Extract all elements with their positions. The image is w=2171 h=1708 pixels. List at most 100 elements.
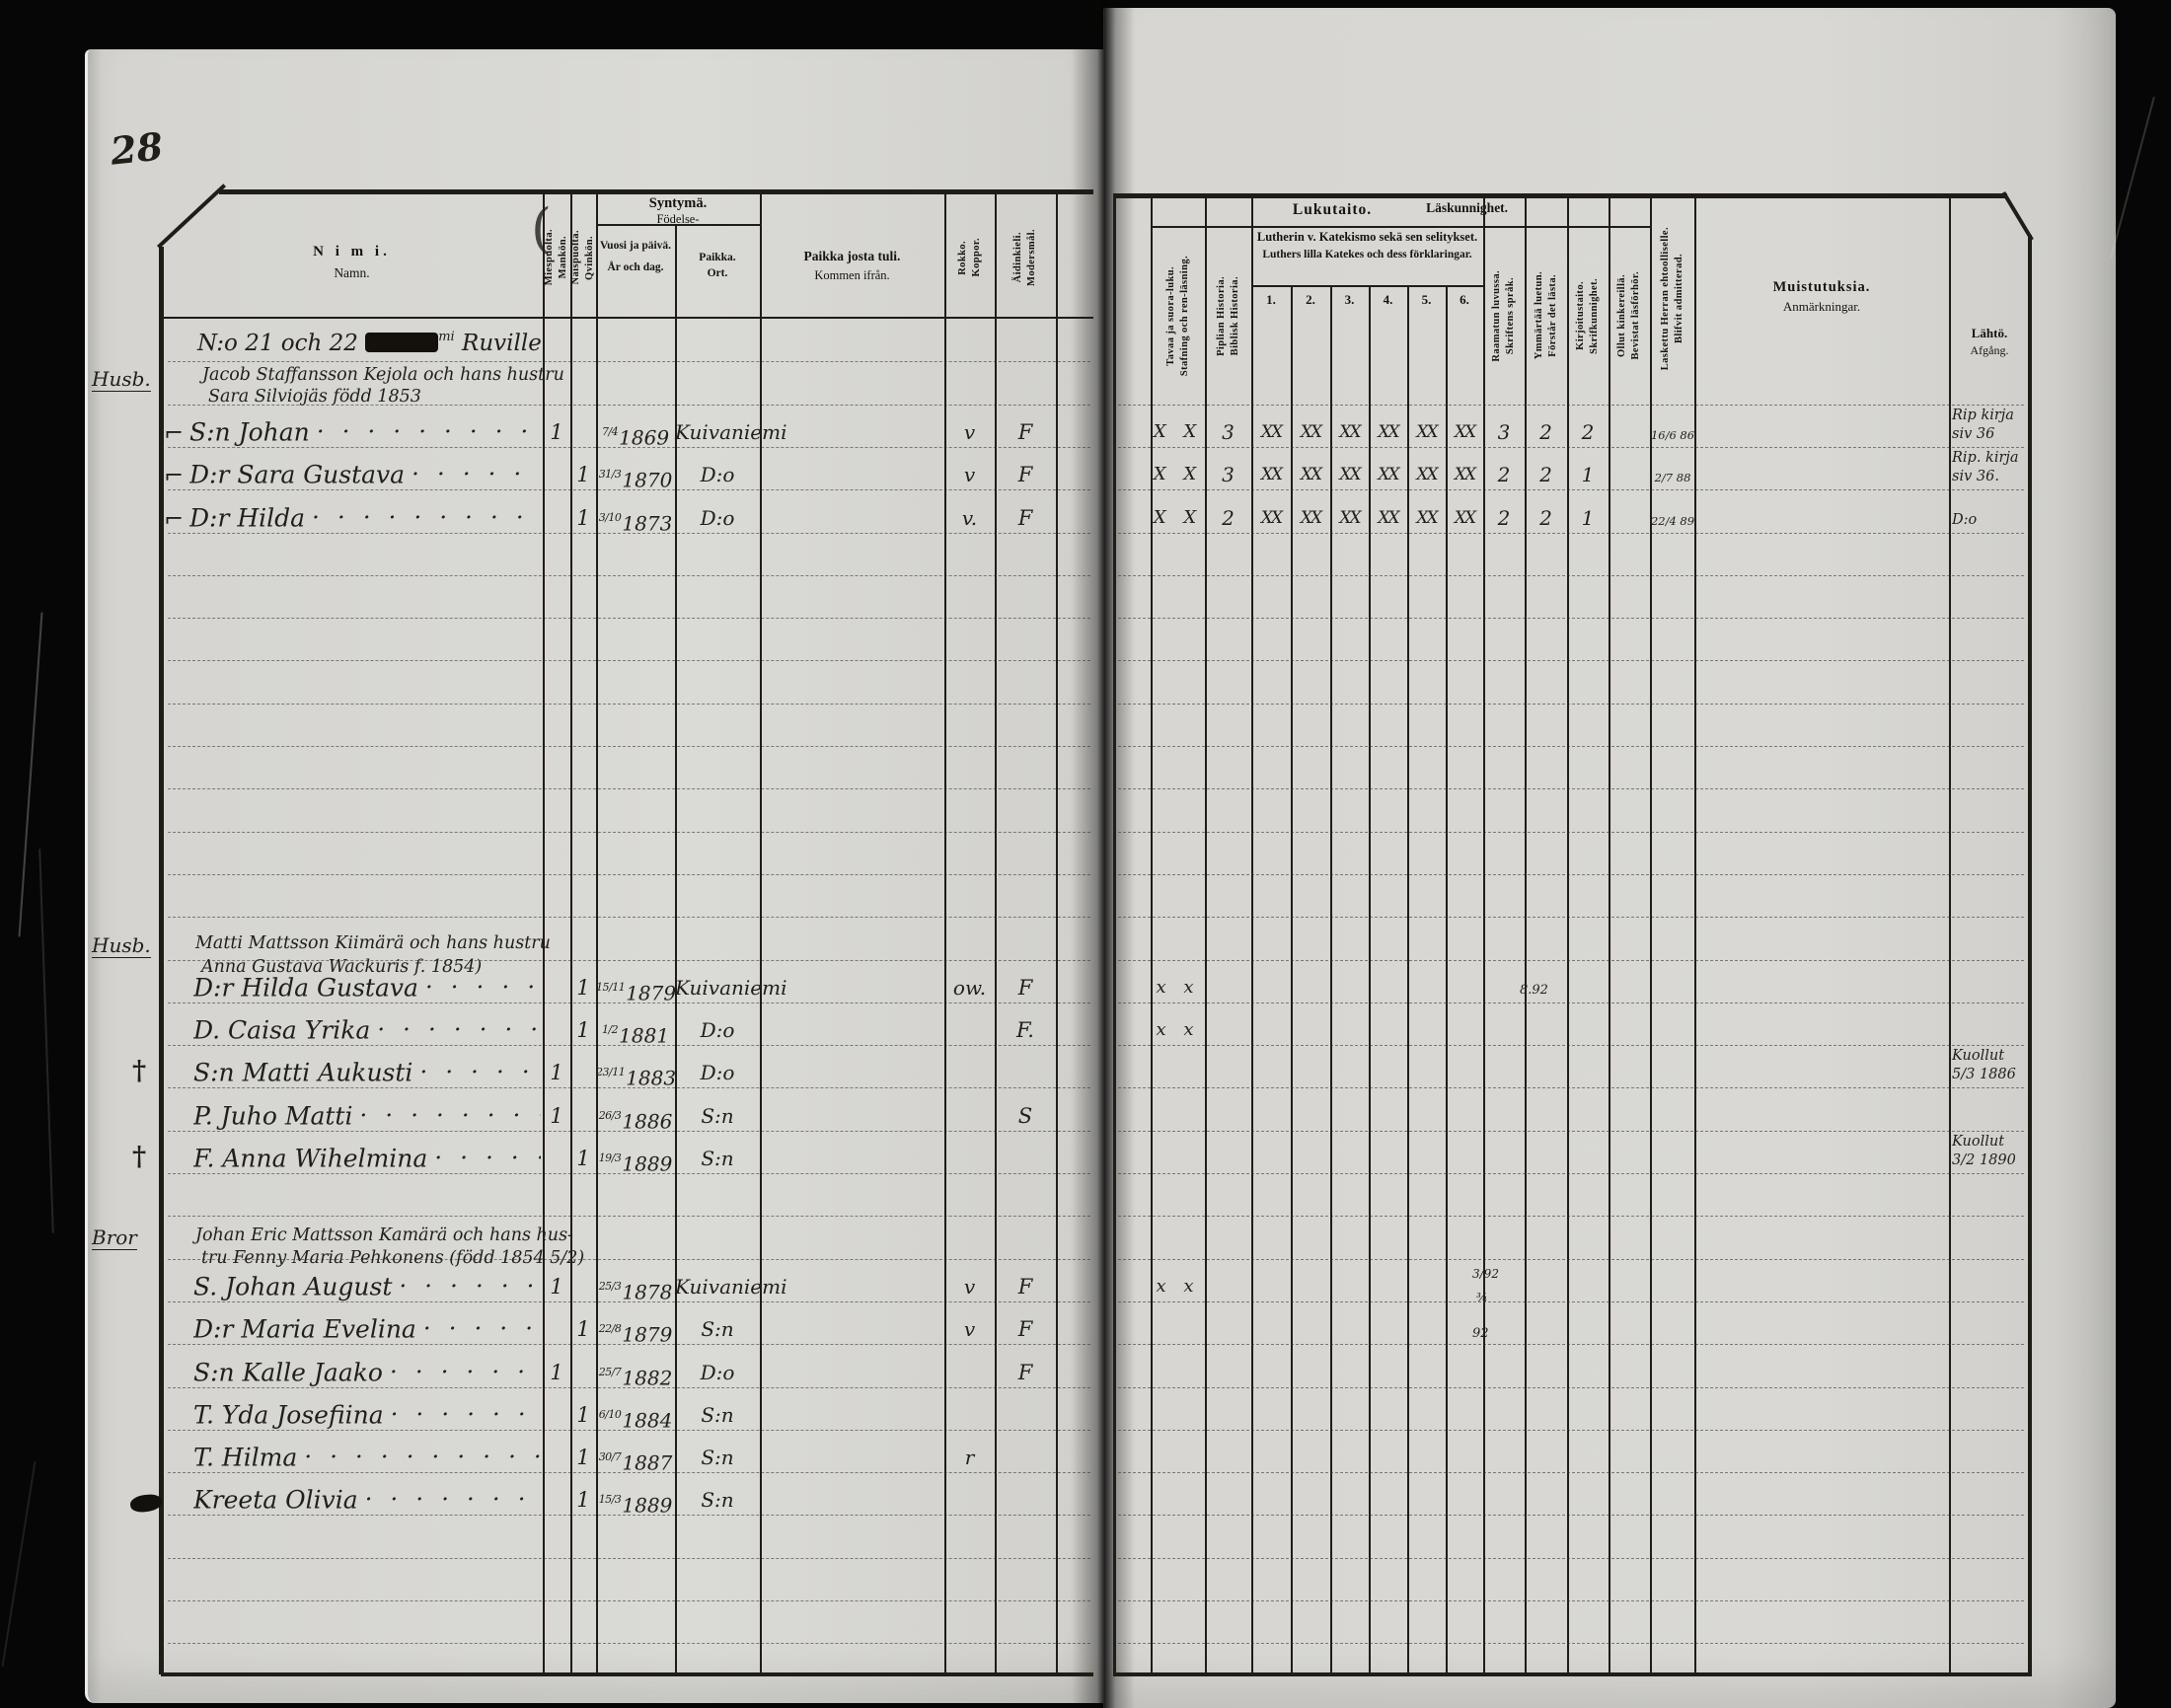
rule-line: [1291, 287, 1293, 1674]
catechism-marks: XX: [1260, 421, 1283, 442]
row-bracket-mark: ⌐: [164, 418, 185, 447]
row-bracket-mark: ⌐: [164, 504, 185, 533]
column-header-catechetical-meeting: Ollut kinkereillä. Bevistat läsförhör.: [1616, 271, 1641, 360]
family-margin-label: Bror: [92, 1225, 137, 1250]
ruled-row-line: [1118, 746, 2024, 747]
birth-day-month: 19/3: [598, 1151, 622, 1164]
column-header-smallpox: Rokko. Koppor.: [956, 238, 982, 277]
catechism-marks: XX: [1416, 465, 1438, 485]
rule-line: [1694, 193, 1696, 1674]
birth-date: 22/81879: [598, 1322, 673, 1347]
birth-day-month: 7/4: [601, 424, 619, 438]
column-header-writing: Kirjoitustaito. Skrifkunnighet.: [1575, 277, 1600, 354]
ruled-row-line: [1118, 1045, 2024, 1047]
bible-history-grade: 2: [1222, 505, 1235, 530]
column-header-birthdate: Vuosi ja päivä. År och dag.: [599, 240, 672, 274]
rule-line: [219, 189, 1093, 194]
birth-place: D:o: [700, 463, 735, 487]
family-margin-label: Husb.: [92, 933, 151, 958]
column-group-catechism: Lutherin v. Katekismo sekä sen selitykse…: [1256, 230, 1478, 260]
ruled-row-line: [1118, 873, 2024, 875]
rule-line: [1056, 189, 1058, 1674]
scripture-grade: 2: [1497, 505, 1511, 530]
ruled-row-line: [168, 1300, 1090, 1302]
smallpox-mark: r: [964, 1446, 975, 1470]
rule-line: [596, 189, 598, 1674]
birth-date: 19/31889: [598, 1151, 673, 1176]
ruled-row-line: [1118, 959, 2024, 961]
dotted-leader: · · · · · · · · · · · · · ·: [420, 1063, 541, 1083]
scan-scratch: [1, 1461, 37, 1667]
member-name: D. Caisa Yrika · · · · · · · · · · · · ·…: [193, 1015, 541, 1046]
catechism-column-number: 3.: [1344, 292, 1355, 307]
catechism-marks: XX: [1454, 421, 1476, 442]
ruled-row-line: [168, 1130, 1090, 1132]
ruled-row-line: [1118, 1643, 2024, 1645]
family-margin-label: Husb.: [92, 367, 151, 392]
ruled-row-line: [168, 660, 1090, 662]
birth-day-month: 31/3: [598, 468, 622, 482]
ruled-row-line: [168, 746, 1090, 747]
ruled-row-line: [1118, 1173, 2024, 1174]
catechism-marks: XX: [1454, 507, 1476, 528]
rule-line: [1446, 287, 1448, 1674]
ruled-row-line: [168, 446, 1090, 448]
spelling-marks: X X: [1153, 464, 1203, 485]
rule-line: [1609, 193, 1610, 1674]
ruled-row-line: [168, 1472, 1090, 1474]
ruled-row-line: [168, 831, 1090, 833]
family-parents-line: tru Fenny Maria Pehkonens (född 1854 5/2…: [201, 1248, 585, 1268]
female-count: 1: [576, 1446, 590, 1470]
ruled-row-line: [168, 1643, 1090, 1645]
rule-line: [1567, 193, 1569, 1674]
mother-tongue-mark: F: [1017, 1274, 1033, 1299]
birth-day-month: 26/3: [598, 1108, 622, 1122]
ruled-row-line: [1118, 618, 2024, 620]
birth-place: D:o: [700, 505, 735, 530]
member-name: D:r Hilda Gustava · · · · · · · · · · · …: [193, 973, 541, 1003]
ruled-row-line: [168, 1258, 1090, 1260]
rule-line: [995, 189, 997, 1674]
column-header-name: N i m i. Namn.: [161, 243, 543, 282]
female-count: 1: [576, 505, 590, 530]
spelling-marks: X X: [1153, 506, 1203, 528]
dotted-leader: · · · · · · · · · · · · · ·: [365, 1490, 541, 1511]
ruled-row-line: [1118, 532, 2024, 534]
dotted-leader: · · · · · · · · · · · · · ·: [390, 1362, 541, 1382]
birth-date: 15/31889: [598, 1493, 673, 1518]
admitted-date: 2/7 88: [1654, 471, 1691, 485]
catechism-column-number: 6.: [1460, 292, 1469, 307]
ruled-row-line: [168, 788, 1090, 790]
departure-note: Rip. kirja siv 36.: [1952, 450, 2019, 485]
ruled-row-line: [1118, 1557, 2024, 1559]
catechism-column-number: 2.: [1306, 292, 1315, 307]
stray-ink-note: 3/92: [1472, 1267, 1499, 1281]
dotted-leader: · · · · · · · · · · · · · ·: [317, 421, 541, 442]
member-name: S:n Matti Aukusti · · · · · · · · · · · …: [193, 1058, 541, 1088]
birth-place: Kuivaniemi: [675, 1274, 787, 1299]
ruled-row-line: [168, 1429, 1090, 1431]
departure-note: Kuollut 5/3 1886: [1952, 1048, 2016, 1083]
ruled-row-line: [168, 1045, 1090, 1047]
member-name: S. Johan August · · · · · · · · · · · · …: [193, 1272, 541, 1302]
rule-line: [1151, 193, 1153, 1674]
ruled-row-line: [168, 1515, 1090, 1517]
family-parents-line: Johan Eric Mattsson Kamärä och hans hus-: [195, 1225, 573, 1245]
scan-scratch: [38, 849, 54, 1233]
rule-line: [1407, 287, 1409, 1674]
ruled-row-line: [1118, 660, 2024, 662]
birth-date: 23/111883: [596, 1066, 677, 1090]
mother-tongue-mark: F: [1017, 1360, 1033, 1384]
birth-place: D:o: [700, 1360, 735, 1384]
birth-place: S:n: [701, 1402, 734, 1427]
smallpox-mark: v: [963, 419, 976, 444]
ruled-row-line: [168, 703, 1090, 705]
rule-line: [1483, 193, 1485, 1674]
inked-out-word: [365, 332, 439, 352]
family-parents-line: Anna Gustava Wackuris f. 1854): [201, 957, 483, 977]
ruled-row-line: [168, 1600, 1090, 1601]
ruled-row-line: [168, 532, 1090, 534]
catechism-marks: XX: [1378, 507, 1399, 528]
birth-day-month: 15/11: [596, 980, 626, 994]
birth-place: S:n: [701, 1317, 734, 1342]
